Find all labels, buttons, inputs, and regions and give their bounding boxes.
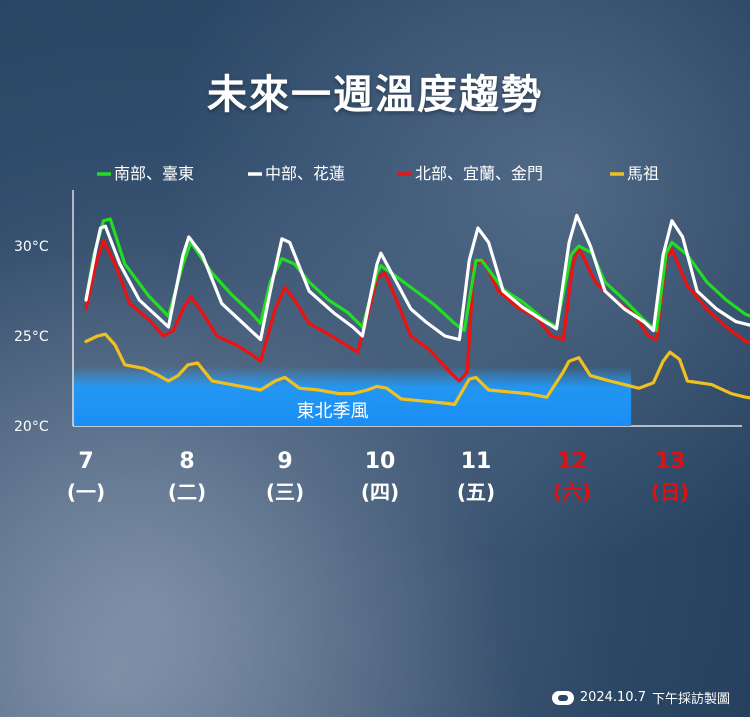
day-weekday-1: (二)	[168, 480, 206, 504]
day-weekday-4: (五)	[457, 480, 495, 504]
series-line-1	[84, 213, 750, 342]
y-tick-label-1: 25°C	[14, 329, 49, 345]
day-date-3: 10	[365, 449, 396, 474]
footer-credit: 下午採訪製圖	[651, 692, 730, 707]
day-date-2: 9	[277, 449, 292, 474]
day-weekday-6: (日)	[651, 480, 689, 504]
chart-title: 未來一週溫度趨勢	[207, 72, 543, 118]
logo-icon	[551, 690, 574, 705]
legend-label-2: 北部、宜蘭、金門	[415, 164, 543, 183]
series-line-2	[84, 239, 750, 383]
day-date-6: 13	[655, 449, 686, 474]
day-date-4: 11	[461, 449, 492, 474]
series-line-3	[84, 332, 750, 406]
day-weekday-2: (三)	[266, 480, 304, 504]
day-weekday-0: (一)	[67, 480, 105, 504]
footer: 2024.10.7 下午採訪製圖	[551, 688, 730, 707]
footer-date: 2024.10.7	[579, 690, 646, 705]
day-date-0: 7	[78, 449, 93, 474]
monsoon-label: 東北季風	[297, 401, 369, 422]
legend-label-0: 南部、臺東	[114, 164, 194, 183]
legend-label-3: 馬祖	[627, 164, 659, 183]
legend-label-1: 中部、花蓮	[265, 164, 345, 183]
y-tick-label-0: 30°C	[14, 239, 49, 255]
y-tick-label-2: 20°C	[14, 419, 49, 435]
day-date-5: 12	[557, 449, 588, 474]
day-weekday-5: (六)	[553, 480, 591, 504]
day-weekday-3: (四)	[361, 480, 399, 504]
day-date-1: 8	[179, 449, 194, 474]
